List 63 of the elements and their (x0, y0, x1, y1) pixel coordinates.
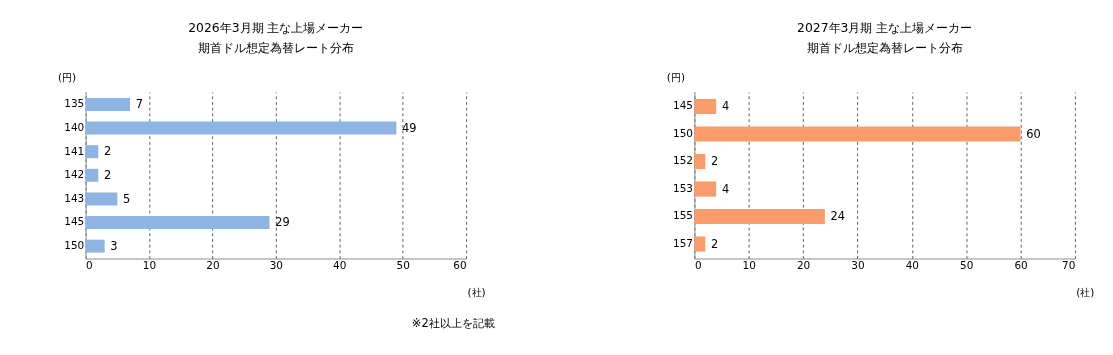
x-tick-label: 10 (142, 259, 157, 272)
bar (85, 239, 105, 253)
bar (694, 153, 706, 170)
bar (85, 145, 99, 159)
bar (85, 192, 118, 206)
data-label: 5 (123, 191, 131, 206)
bar (694, 181, 717, 197)
y-axis-title: (円) (57, 71, 77, 84)
data-label: 29 (275, 215, 290, 230)
y-tick-label: 152 (673, 154, 694, 167)
x-tick-label: 10 (742, 259, 756, 272)
y-tick-label: 135 (64, 97, 85, 110)
x-tick-label: 60 (453, 259, 467, 272)
data-label: 2 (711, 236, 719, 251)
x-axis-title: (社) (467, 286, 486, 299)
y-tick-label: 150 (64, 238, 85, 251)
data-label: 4 (721, 99, 730, 114)
x-axis-title: (社) (1076, 286, 1095, 299)
x-tick-label: 0 (86, 259, 93, 272)
y-tick-label: 140 (64, 120, 85, 133)
x-tick-label: 20 (206, 259, 220, 272)
bar (694, 98, 717, 115)
chart-subtitle: 期首ドル想定為替レート分布 (806, 41, 963, 56)
x-tick-label: 50 (396, 259, 410, 272)
y-tick-label: 145 (673, 99, 694, 112)
data-label: 60 (1026, 126, 1041, 141)
data-label: 2 (711, 154, 719, 169)
y-tick-label: 145 (64, 215, 85, 228)
x-tick-label: 40 (333, 259, 347, 272)
x-tick-label: 70 (1062, 259, 1076, 272)
bar (694, 236, 706, 252)
data-label: 24 (830, 209, 846, 224)
text: ※2社以上を記載 (411, 316, 495, 331)
bar (85, 216, 270, 229)
data-label: 3 (110, 238, 118, 253)
data-label: 7 (135, 97, 143, 112)
chart-subtitle: 期首ドル想定為替レート分布 (197, 41, 354, 56)
y-tick-label: 153 (673, 181, 694, 194)
y-tick-label: 142 (64, 168, 85, 181)
bar (85, 121, 397, 135)
y-tick-label: 141 (64, 144, 85, 157)
x-tick-label: 50 (960, 259, 974, 272)
bar (85, 97, 131, 111)
x-tick-label: 20 (796, 259, 811, 272)
chart-title: 2027年3月期 主な上場メーカー (797, 21, 973, 36)
x-tick-label: 30 (851, 259, 865, 272)
data-label: 49 (402, 120, 417, 135)
data-label: 2 (104, 144, 112, 159)
y-axis-title: (円) (666, 71, 685, 84)
y-tick-label: 155 (673, 209, 694, 222)
chart-title: 2026年3月期 主な上場メーカー (188, 21, 364, 36)
y-tick-label: 143 (64, 191, 85, 204)
y-tick-label: 150 (673, 126, 694, 139)
x-tick-label: 30 (269, 259, 283, 272)
y-tick-label: 157 (673, 236, 694, 249)
x-tick-label: 40 (905, 259, 919, 272)
data-label: 2 (104, 168, 112, 183)
bar (694, 208, 825, 225)
data-label: 4 (721, 181, 730, 196)
x-tick-label: 0 (694, 259, 702, 272)
bar (694, 126, 1021, 142)
bar (85, 168, 99, 182)
x-tick-label: 60 (1014, 259, 1028, 272)
